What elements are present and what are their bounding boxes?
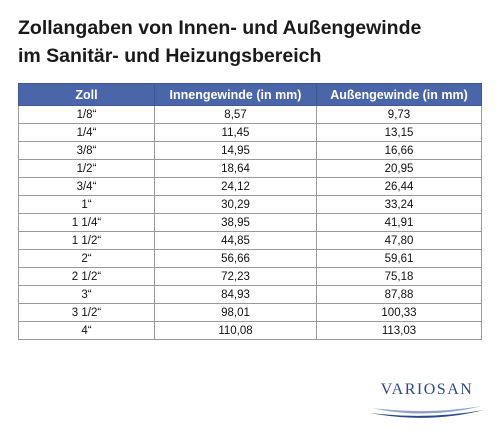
column-header-aussengewinde: Außengewinde (in mm) — [316, 83, 482, 106]
table-row: 3/4“ 24,12 26,44 — [18, 177, 482, 196]
swoosh-dark-stroke — [370, 410, 484, 418]
cell-innengewinde: 72,23 — [154, 267, 317, 286]
cell-innengewinde: 98,01 — [154, 303, 317, 322]
cell-zoll: 1“ — [18, 195, 155, 214]
cell-aussengewinde: 33,24 — [316, 195, 482, 214]
cell-zoll: 3 1/2“ — [18, 303, 155, 322]
cell-zoll: 3/4“ — [18, 177, 155, 196]
title-line-1: Zollangaben von Innen- und Außengewinde — [18, 17, 422, 39]
swoosh-light-stroke — [372, 406, 482, 414]
variosan-logo: VARIOSAN — [368, 381, 486, 421]
column-header-innengewinde: Innengewinde (in mm) — [154, 83, 317, 106]
cell-aussengewinde: 59,61 — [316, 249, 482, 268]
cell-zoll: 1 1/2“ — [18, 231, 155, 250]
table-row: 1“ 30,29 33,24 — [18, 195, 482, 214]
column-header-zoll: Zoll — [18, 83, 155, 106]
table-row: 1/2“ 18,64 20,95 — [18, 159, 482, 178]
cell-innengewinde: 44,85 — [154, 231, 317, 250]
table-row: 1 1/4“ 38,95 41,91 — [18, 213, 482, 232]
cell-innengewinde: 56,66 — [154, 249, 317, 268]
cell-aussengewinde: 26,44 — [316, 177, 482, 196]
cell-aussengewinde: 20,95 — [316, 159, 482, 178]
table-row: 1/8“ 8,57 9,73 — [18, 105, 482, 124]
table-header: Zoll Innengewinde (in mm) Außengewinde (… — [18, 83, 482, 106]
table-row: 2 1/2“ 72,23 75,18 — [18, 267, 482, 286]
cell-innengewinde: 8,57 — [154, 105, 317, 124]
cell-aussengewinde: 16,66 — [316, 141, 482, 160]
table-row: 4“ 110,08 113,03 — [18, 321, 482, 340]
cell-zoll: 2 1/2“ — [18, 267, 155, 286]
cell-aussengewinde: 9,73 — [316, 105, 482, 124]
cell-zoll: 3“ — [18, 285, 155, 304]
cell-innengewinde: 84,93 — [154, 285, 317, 304]
cell-zoll: 1/8“ — [18, 105, 155, 124]
cell-aussengewinde: 87,88 — [316, 285, 482, 304]
table-row: 3 1/2“ 98,01 100,33 — [18, 303, 482, 322]
table-body: 1/8“ 8,57 9,73 1/4“ 11,45 13,15 3/8“ 14,… — [18, 105, 482, 340]
table-row: 1/4“ 11,45 13,15 — [18, 123, 482, 142]
cell-innengewinde: 14,95 — [154, 141, 317, 160]
cell-aussengewinde: 100,33 — [316, 303, 482, 322]
cell-aussengewinde: 113,03 — [316, 321, 482, 340]
table-row: 2“ 56,66 59,61 — [18, 249, 482, 268]
table-row: 1 1/2“ 44,85 47,80 — [18, 231, 482, 250]
cell-innengewinde: 30,29 — [154, 195, 317, 214]
cell-aussengewinde: 75,18 — [316, 267, 482, 286]
cell-innengewinde: 18,64 — [154, 159, 317, 178]
logo-wordmark: VARIOSAN — [380, 381, 474, 398]
cell-zoll: 4“ — [18, 321, 155, 340]
table-header-row: Zoll Innengewinde (in mm) Außengewinde (… — [18, 83, 482, 106]
page-title: Zollangaben von Innen- und Außengewinde … — [18, 14, 488, 70]
table-row: 3“ 84,93 87,88 — [18, 285, 482, 304]
cell-zoll: 1/2“ — [18, 159, 155, 178]
cell-zoll: 3/8“ — [18, 141, 155, 160]
cell-aussengewinde: 47,80 — [316, 231, 482, 250]
cell-innengewinde: 24,12 — [154, 177, 317, 196]
table-row: 3/8“ 14,95 16,66 — [18, 141, 482, 160]
cell-innengewinde: 110,08 — [154, 321, 317, 340]
title-line-2: im Sanitär- und Heizungsbereich — [18, 45, 322, 67]
cell-innengewinde: 11,45 — [154, 123, 317, 142]
cell-zoll: 1 1/4“ — [18, 213, 155, 232]
cell-aussengewinde: 13,15 — [316, 123, 482, 142]
logo-swoosh-icon — [370, 406, 484, 418]
thread-size-table: Zoll Innengewinde (in mm) Außengewinde (… — [18, 83, 482, 340]
cell-aussengewinde: 41,91 — [316, 213, 482, 232]
cell-zoll: 2“ — [18, 249, 155, 268]
cell-zoll: 1/4“ — [18, 123, 155, 142]
cell-innengewinde: 38,95 — [154, 213, 317, 232]
